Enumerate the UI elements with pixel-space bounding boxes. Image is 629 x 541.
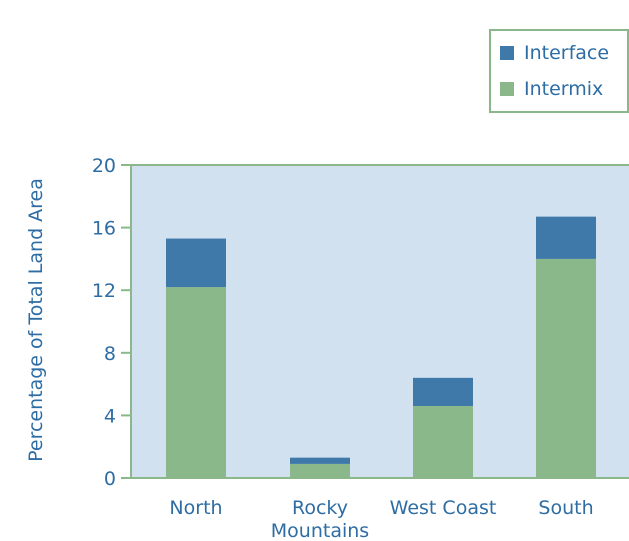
y-tick-label: 4 <box>104 405 116 427</box>
x-category-label: West Coast <box>390 497 497 519</box>
bar-interface-2 <box>413 377 473 407</box>
bar-intermix-0 <box>166 287 226 478</box>
legend-swatch-intermix <box>500 82 514 96</box>
x-category-label: Rocky Mountains <box>271 497 369 541</box>
bar-interface-1 <box>290 457 350 464</box>
y-axis-title: Percentage of Total Land Area <box>25 178 47 462</box>
legend-label-interface: Interface <box>524 42 609 64</box>
y-tick-label: 12 <box>92 280 116 302</box>
y-tick-label: 16 <box>92 218 116 240</box>
y-tick-label: 0 <box>104 468 116 490</box>
bar-interface-3 <box>536 216 596 259</box>
bar-intermix-3 <box>536 258 596 478</box>
legend-box <box>489 29 629 113</box>
bar-interface-0 <box>166 238 226 288</box>
legend-swatch-interface <box>500 46 514 60</box>
y-tick-label: 8 <box>104 343 116 365</box>
x-category-label: South <box>538 497 593 519</box>
legend-label-intermix: Intermix <box>524 78 603 100</box>
bar-intermix-2 <box>413 406 473 478</box>
bar-intermix-1 <box>290 463 350 478</box>
y-tick-label: 20 <box>92 155 116 177</box>
x-category-label: North <box>169 497 222 519</box>
